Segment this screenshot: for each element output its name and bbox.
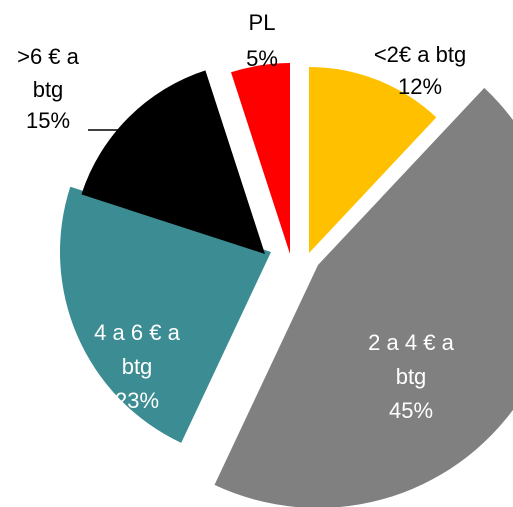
pie-slices — [59, 62, 513, 507]
slice-label-pl-line1: PL — [249, 10, 276, 35]
label-slice-4to6: 4 a 6 € a btg 23% — [94, 320, 180, 413]
slice-value-4to6: 23% — [115, 388, 159, 413]
slice-value-lt2: 12% — [398, 74, 442, 99]
slice-label-gt6-line1: >6 € a — [17, 44, 80, 69]
label-slice-lt2: <2€ a btg 12% — [374, 42, 466, 99]
label-slice-pl: PL 5% — [246, 10, 278, 71]
slice-value-gt6: 15% — [26, 108, 70, 133]
slice-label-gt6-line2: btg — [33, 77, 64, 102]
slice-2to4 — [214, 87, 513, 507]
slice-label-2to4-line2: btg — [396, 364, 427, 389]
slice-label-4to6-line2: btg — [122, 354, 153, 379]
slice-label-2to4-line1: 2 a 4 € a — [368, 330, 454, 355]
leader-line-gt6-diag — [127, 125, 134, 131]
slice-value-pl: 5% — [246, 46, 278, 71]
slice-label-4to6-line1: 4 a 6 € a — [94, 320, 180, 345]
label-slice-gt6: >6 € a btg 15% — [17, 44, 80, 133]
slice-value-2to4: 45% — [389, 398, 433, 423]
label-slice-2to4: 2 a 4 € a btg 45% — [368, 330, 454, 423]
slice-label-lt2-line1: <2€ a btg — [374, 42, 466, 67]
slice-gt6 — [81, 70, 266, 255]
slice-lt2 — [309, 67, 437, 253]
slice-pl — [231, 62, 290, 255]
slice-4to6 — [59, 186, 272, 443]
